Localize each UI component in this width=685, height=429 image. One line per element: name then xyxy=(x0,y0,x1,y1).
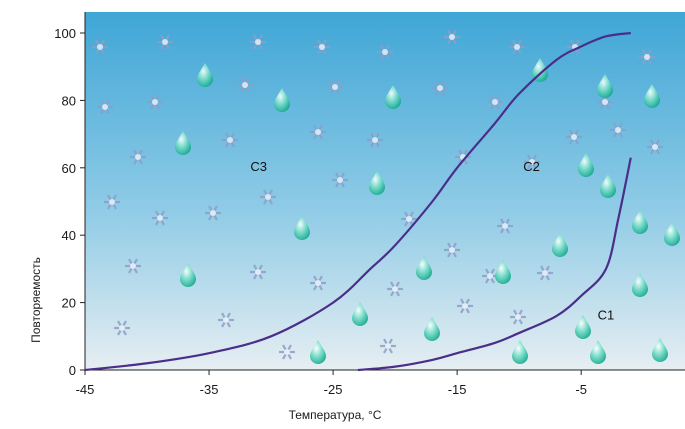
water-droplet-icon xyxy=(310,340,326,364)
snowflake-icon xyxy=(377,44,393,60)
curves-layer xyxy=(84,31,632,372)
snowflake-icon xyxy=(104,194,120,210)
snowflake-icon xyxy=(114,320,130,336)
snowflake-icon xyxy=(457,298,473,314)
x-tick-label: -15 xyxy=(448,382,467,397)
snowflake-icon xyxy=(510,309,526,325)
snowflake-icon xyxy=(250,264,266,280)
water-droplet-icon xyxy=(180,263,196,287)
y-tick-label: 100 xyxy=(54,26,76,41)
snowflake-icon xyxy=(380,338,396,354)
water-droplet-icon xyxy=(385,85,401,109)
water-droplet-icon xyxy=(552,233,568,257)
water-droplet-icon xyxy=(578,153,594,177)
snowflake-icon xyxy=(639,49,655,65)
water-droplet-icon xyxy=(274,88,290,112)
snowflake-icon xyxy=(279,344,295,360)
water-droplet-icon xyxy=(632,210,648,234)
water-droplet-icon xyxy=(495,260,511,284)
series-line-c2 xyxy=(357,157,632,372)
annotations-layer: C3 C2 C1 xyxy=(250,159,614,322)
snowflake-icon xyxy=(97,99,113,115)
annotation-c2: C2 xyxy=(523,159,540,174)
snowflake-icon xyxy=(147,94,163,110)
water-droplet-icon xyxy=(664,222,680,246)
water-droplet-icon xyxy=(369,171,385,195)
snowflake-icon xyxy=(130,149,146,165)
snowflake-icon xyxy=(566,129,582,145)
snowflake-icon xyxy=(487,94,503,110)
y-tick-label: 80 xyxy=(62,93,76,108)
water-droplet-icon xyxy=(575,315,591,339)
annotation-c3: C3 xyxy=(250,159,267,174)
water-droplet-icon xyxy=(197,63,213,87)
x-tick-label: -25 xyxy=(324,382,343,397)
snowflake-icon xyxy=(497,218,513,234)
plot-background xyxy=(85,12,685,370)
snowflake-icon xyxy=(314,39,330,55)
water-droplet-icon xyxy=(590,340,606,364)
snowflake-icon xyxy=(205,205,221,221)
snowflake-icon xyxy=(537,265,553,281)
snowflake-icon xyxy=(444,29,460,45)
annotation-c1: C1 xyxy=(598,307,615,322)
snowflake-icon xyxy=(218,312,234,328)
y-tick-label: 60 xyxy=(62,161,76,176)
y-tick-label: 40 xyxy=(62,228,76,243)
snowflake-icon xyxy=(367,132,383,148)
snowflake-icon xyxy=(222,132,238,148)
snowflake-icon xyxy=(509,39,525,55)
x-tick-label: -45 xyxy=(76,382,95,397)
water-droplet-icon xyxy=(416,256,432,280)
snowflake-icon xyxy=(524,154,540,170)
y-tick-label: 20 xyxy=(62,296,76,311)
snowflake-icon xyxy=(647,139,663,155)
snowflake-icon xyxy=(237,77,253,93)
snowflake-icon xyxy=(610,122,626,138)
snowflake-icon xyxy=(157,34,173,50)
water-droplet-icon xyxy=(644,84,660,108)
water-droplet-icon xyxy=(597,74,613,98)
y-axis-title: Повторяемость xyxy=(29,257,43,343)
snowflake-icon xyxy=(152,210,168,226)
snowflake-icon xyxy=(444,242,460,258)
water-droplet-icon xyxy=(424,317,440,341)
snowflake-icon xyxy=(92,39,108,55)
x-tick-label: -35 xyxy=(200,382,219,397)
water-droplet-icon xyxy=(512,340,528,364)
snowflake-icon xyxy=(432,80,448,96)
x-axis-title: Температура, °C xyxy=(289,408,382,422)
snowflake-icon xyxy=(387,281,403,297)
snowflake-icon xyxy=(125,258,141,274)
snowflake-icon xyxy=(260,189,276,205)
x-tick-label: -5 xyxy=(575,382,587,397)
snowflake-icon xyxy=(310,275,326,291)
water-droplet-icon xyxy=(632,273,648,297)
snowflake-icon xyxy=(482,268,498,284)
water-droplet-icon xyxy=(175,131,191,155)
snowflake-icon xyxy=(327,79,343,95)
series-line-c3 xyxy=(84,31,631,372)
water-droplet-icon xyxy=(352,302,368,326)
snowflake-icon xyxy=(310,124,326,140)
water-droplet-icon xyxy=(294,216,310,240)
snowflake-icon xyxy=(250,34,266,50)
water-droplet-icon xyxy=(652,338,668,362)
water-droplet-icon xyxy=(600,174,616,198)
snowflake-icon xyxy=(332,172,348,188)
ticks-layer: -45 -35 -25 -15 -5 0 20 40 60 80 100 xyxy=(54,26,587,397)
y-tick-label: 0 xyxy=(69,363,76,378)
snowflake-icon xyxy=(401,211,417,227)
